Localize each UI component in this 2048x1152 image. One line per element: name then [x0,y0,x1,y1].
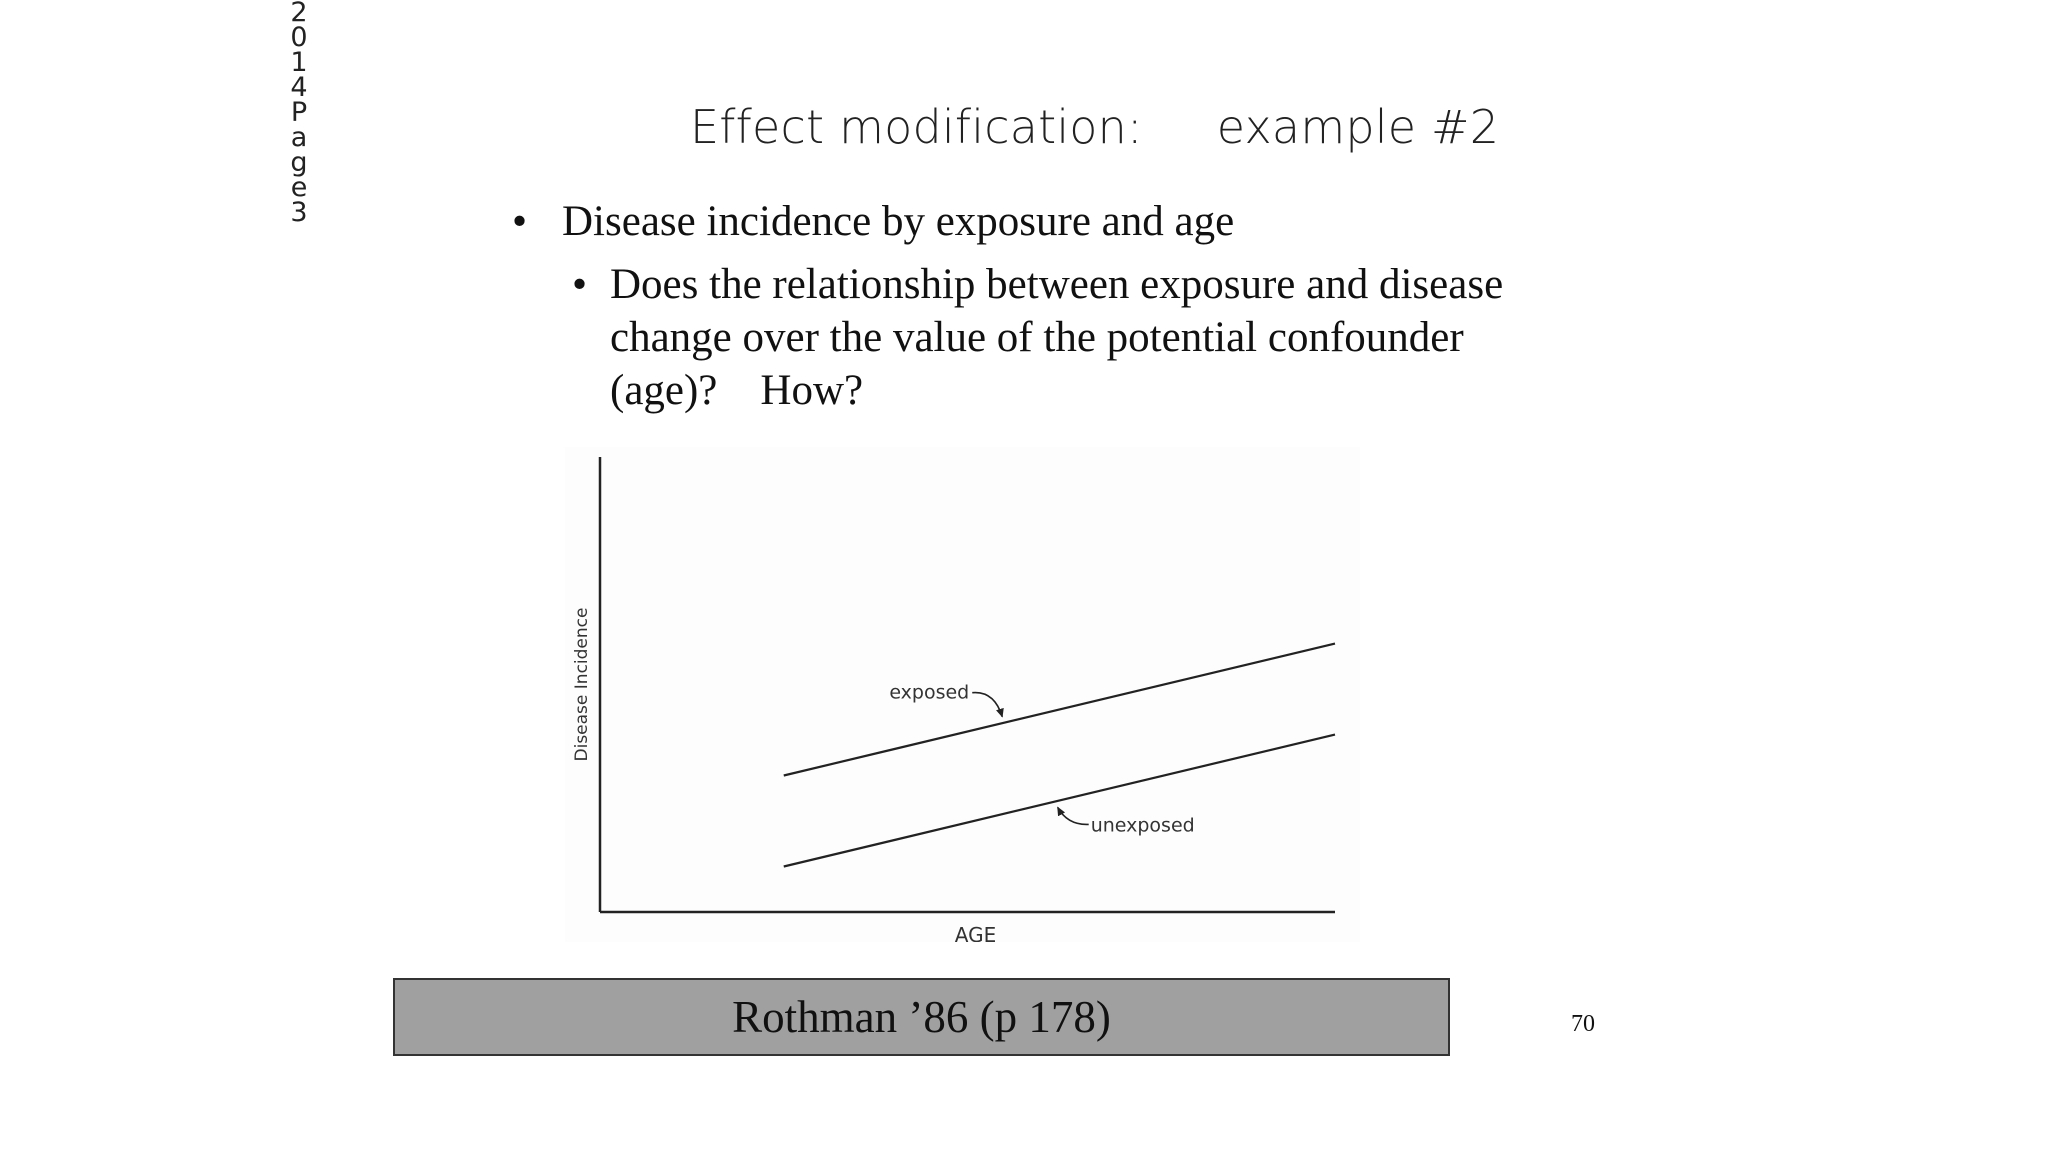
bullet-main: Disease incidence by exposure and age [512,196,1632,248]
page-number: 70 [1571,1011,1595,1037]
annotation-arrow-unexposed [1057,806,1089,826]
side-stamp-char: 3 [290,197,308,228]
side-stamp-char: 1 [290,47,308,78]
bullet-sub-line: change over the value of the potential c… [610,314,1464,361]
bullet-sub: Does the relationship between exposure a… [572,258,1632,417]
chart-svg: AGE Disease Incidence exposed unexposed [572,457,1336,942]
citation-box: Rothman ’86 (p 178) [393,978,1450,1056]
side-stamp-char: P [290,97,308,128]
side-stamp-char: a [290,122,308,153]
series-line-unexposed [783,733,1336,868]
side-stamp-char: 4 [290,72,308,103]
annotation-arrow-exposed [972,691,1004,718]
annotation-exposed: exposed [889,682,969,704]
side-stamp-char: 0 [290,22,308,53]
bullet-sub-line: Does the relationship between exposure a… [610,261,1504,308]
side-stamp-char: e [290,172,308,203]
side-stamp-char: g [290,147,308,178]
annotation-unexposed: unexposed [1091,814,1195,836]
series-line-exposed [783,642,1336,777]
x-axis-label: AGE [955,923,996,942]
y-axis-label: Disease Incidence [572,608,592,762]
bullet-sub-line: (age)? How? [610,367,864,414]
citation-text: Rothman ’86 (p 178) [732,992,1111,1042]
side-stamp-char: 2 [290,0,308,28]
bullet-list: Disease incidence by exposure and age Do… [512,196,1632,417]
slide-title: Effect modification: example #2 [690,100,1500,154]
chart-figure: AGE Disease Incidence exposed unexposed [565,447,1360,942]
